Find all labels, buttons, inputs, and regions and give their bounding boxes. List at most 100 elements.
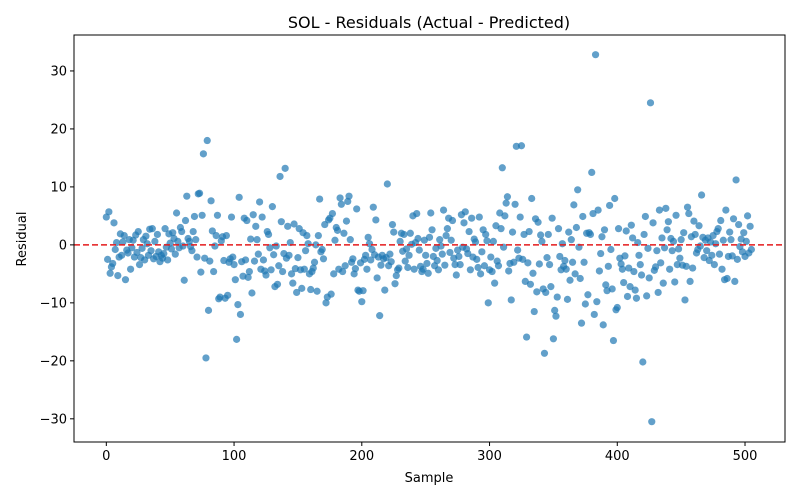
point bbox=[169, 229, 177, 237]
point bbox=[206, 257, 214, 265]
point bbox=[746, 222, 754, 230]
point bbox=[276, 172, 284, 181]
point bbox=[516, 213, 524, 221]
point bbox=[611, 194, 619, 203]
point bbox=[153, 230, 162, 239]
point bbox=[245, 267, 253, 276]
point bbox=[683, 203, 692, 211]
y-tick-label: 20 bbox=[50, 122, 67, 137]
point bbox=[258, 213, 266, 221]
point bbox=[604, 262, 612, 270]
point bbox=[580, 258, 588, 266]
point bbox=[690, 217, 698, 225]
point bbox=[390, 228, 398, 236]
point bbox=[703, 247, 711, 255]
point bbox=[460, 219, 468, 227]
point bbox=[681, 296, 689, 304]
point bbox=[171, 250, 179, 258]
point bbox=[722, 206, 730, 214]
point bbox=[662, 204, 670, 212]
point bbox=[253, 236, 261, 244]
point bbox=[300, 265, 308, 273]
point bbox=[241, 256, 250, 264]
point bbox=[298, 284, 306, 292]
point bbox=[505, 267, 513, 275]
point bbox=[404, 263, 412, 272]
point bbox=[511, 200, 519, 208]
point bbox=[436, 236, 444, 244]
point bbox=[402, 245, 411, 253]
point bbox=[590, 310, 598, 319]
point bbox=[685, 209, 693, 218]
point bbox=[422, 251, 430, 259]
point bbox=[111, 245, 119, 254]
point bbox=[484, 299, 492, 307]
point bbox=[589, 209, 597, 218]
point bbox=[363, 265, 371, 273]
x-tick-label: 300 bbox=[477, 449, 502, 464]
point bbox=[636, 260, 644, 269]
point bbox=[488, 267, 496, 276]
point bbox=[455, 252, 463, 261]
point bbox=[230, 260, 238, 269]
point bbox=[644, 244, 652, 252]
point bbox=[448, 216, 457, 225]
point bbox=[712, 240, 720, 248]
point bbox=[691, 230, 699, 239]
point bbox=[465, 227, 473, 236]
point bbox=[189, 227, 197, 236]
point bbox=[400, 230, 408, 239]
point bbox=[284, 222, 292, 230]
point bbox=[359, 287, 367, 295]
point bbox=[410, 265, 418, 273]
point bbox=[428, 226, 436, 234]
point bbox=[517, 142, 526, 150]
point bbox=[396, 237, 404, 245]
point bbox=[248, 289, 256, 297]
point bbox=[621, 252, 629, 260]
point bbox=[309, 264, 317, 272]
point bbox=[328, 209, 337, 218]
point bbox=[514, 246, 522, 254]
point bbox=[674, 245, 683, 253]
point bbox=[732, 176, 740, 184]
point bbox=[287, 270, 296, 278]
point bbox=[733, 255, 741, 263]
point bbox=[307, 285, 315, 294]
point bbox=[314, 232, 322, 240]
point bbox=[272, 242, 280, 250]
point bbox=[174, 237, 182, 245]
point bbox=[631, 286, 639, 294]
point bbox=[135, 260, 144, 269]
point bbox=[574, 186, 582, 194]
point bbox=[387, 258, 395, 266]
point bbox=[342, 217, 351, 225]
point bbox=[106, 269, 114, 277]
point bbox=[121, 276, 130, 284]
point bbox=[290, 220, 298, 228]
point bbox=[275, 262, 283, 270]
point bbox=[491, 279, 499, 287]
point bbox=[105, 208, 113, 216]
point bbox=[313, 287, 321, 295]
point bbox=[446, 248, 454, 257]
x-tick-label: 0 bbox=[102, 449, 110, 464]
point bbox=[576, 274, 584, 283]
point bbox=[689, 264, 697, 272]
y-tick-label: 10 bbox=[50, 180, 67, 195]
point bbox=[256, 198, 264, 206]
point bbox=[373, 274, 381, 282]
point bbox=[203, 136, 211, 145]
point bbox=[526, 280, 535, 288]
point bbox=[109, 259, 117, 268]
point bbox=[442, 232, 450, 240]
point bbox=[594, 206, 602, 214]
point bbox=[474, 263, 482, 272]
point bbox=[653, 247, 661, 255]
point bbox=[103, 255, 112, 263]
point bbox=[178, 227, 186, 236]
point bbox=[552, 312, 560, 320]
point bbox=[461, 208, 469, 216]
point bbox=[629, 234, 637, 242]
point bbox=[210, 267, 218, 276]
